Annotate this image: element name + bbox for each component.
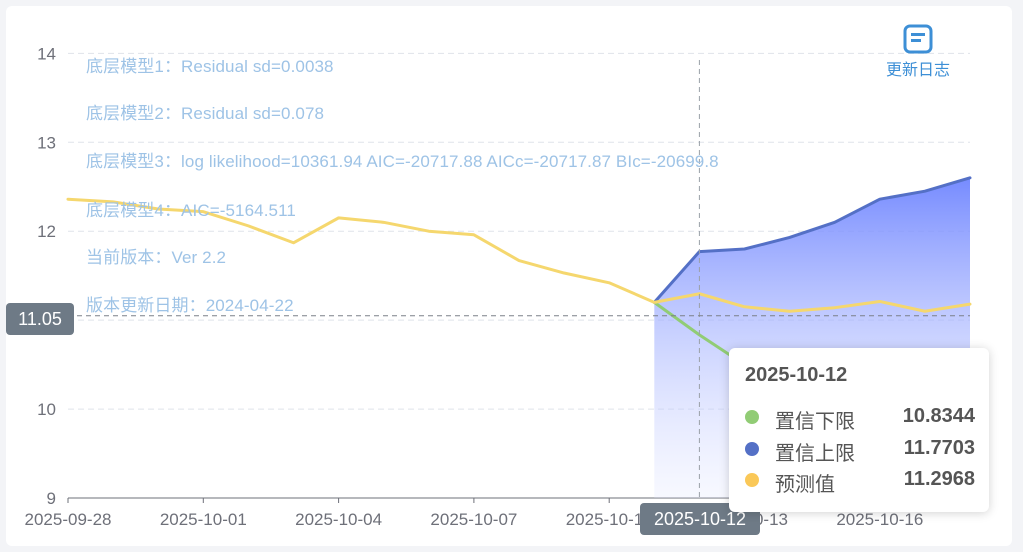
y-tick-label: 10 <box>37 400 56 419</box>
model3-annotation: 底层模型3：log likelihood=10361.94 AIC=-20717… <box>86 152 719 171</box>
y-tick-label: 14 <box>37 44 56 63</box>
y-tick-label: 9 <box>47 489 56 508</box>
series-line-forecast <box>66 197 972 313</box>
changelog-label: 更新日志 <box>885 62 950 79</box>
tooltip-series-name: 预测值 <box>775 474 835 496</box>
y-tick-label: 13 <box>37 133 56 152</box>
update-date-annotation: 版本更新日期：2024-04-22 <box>86 296 294 315</box>
crosshair-y-label: 11.05 <box>6 303 74 335</box>
x-tick-label: 2025-10-04 <box>295 510 382 529</box>
series-line-upper <box>652 176 972 304</box>
tooltip-title: 2025-10-12 <box>745 364 848 386</box>
series-dot-upper <box>745 442 759 456</box>
tooltip-series-name: 置信上限 <box>775 443 855 465</box>
x-tick-label: 2025-10-07 <box>430 510 517 529</box>
x-tick-label: 2025-10-10 <box>566 510 653 529</box>
x-tick-label: 2025-10-16 <box>836 510 923 529</box>
tooltip-series-value: 10.8344 <box>902 405 975 427</box>
changelog-button[interactable]: 更新日志 <box>878 24 958 80</box>
series-dot-forecast <box>745 473 759 487</box>
model2-annotation: 底层模型2：Residual sd=0.078 <box>86 104 325 123</box>
tooltip-row-upper: 置信上限 11.7703 <box>745 437 975 465</box>
model4-annotation: 底层模型4：AIC=-5164.511 <box>86 201 296 220</box>
series-dot-lower <box>745 410 759 424</box>
version-annotation: 当前版本：Ver 2.2 <box>86 248 227 267</box>
tooltip-row-forecast: 预测值 11.2968 <box>745 468 975 496</box>
x-tick-label: 2025-09-28 <box>25 510 112 529</box>
tooltip-row-lower: 置信下限 10.8344 <box>745 405 975 433</box>
tooltip-series-value: 11.2968 <box>903 468 975 490</box>
tooltip: 2025-10-12 置信下限 10.8344 置信上限 11.7703 预测值… <box>729 348 989 512</box>
document-icon <box>903 24 933 54</box>
tooltip-series-value: 11.7703 <box>903 437 975 459</box>
model1-annotation: 底层模型1：Residual sd=0.0038 <box>86 57 334 76</box>
x-tick-label: 2025-10-01 <box>160 510 247 529</box>
tooltip-series-name: 置信下限 <box>775 411 855 433</box>
y-tick-label: 12 <box>37 222 56 241</box>
